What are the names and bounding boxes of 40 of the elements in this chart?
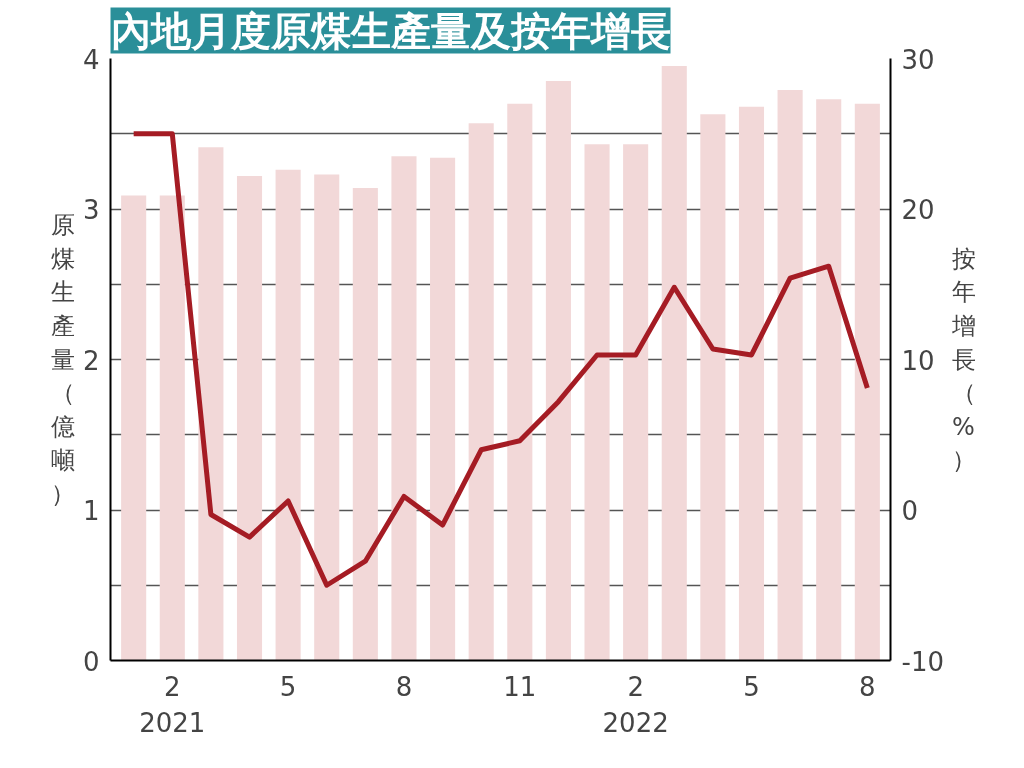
y2-tick-label: 0 (901, 496, 919, 526)
x-tick-label: 8 (395, 671, 413, 702)
bar (854, 103, 880, 661)
x-tick-label: 2 2022 (602, 671, 669, 738)
y2-axis-title: 按年增長（%） (950, 244, 976, 475)
x-tick-label: 11 (503, 671, 537, 702)
bar (198, 147, 224, 661)
bar (121, 195, 147, 661)
bar (777, 90, 803, 661)
bar (623, 144, 649, 661)
bar (545, 81, 571, 661)
bar (507, 103, 533, 661)
x-tick-label: 8 (859, 671, 876, 702)
bar (352, 187, 378, 661)
y-tick-label: 0 (82, 646, 100, 677)
bar (468, 123, 494, 661)
bar (738, 106, 765, 661)
bar (430, 157, 456, 661)
chart-title: 內地月度原煤生產量及按年增長 (110, 7, 671, 54)
y-tick-label: 3 (82, 195, 100, 225)
bar (700, 114, 726, 661)
y-tick-label: 4 (82, 44, 100, 75)
bar (314, 174, 340, 661)
bar (159, 195, 185, 661)
y2-tick-label: 30 (901, 44, 935, 75)
y2-tick-label: -10 (901, 646, 944, 677)
bar (816, 99, 842, 661)
y-tick-label: 2 (82, 345, 100, 376)
y2-tick-label: 10 (901, 345, 935, 376)
y2-tick-label: 20 (901, 195, 935, 225)
x-tick-label: 5 (743, 671, 760, 702)
bar (584, 144, 610, 661)
y-tick-label: 1 (82, 496, 100, 526)
x-tick-label: 2 2021 (139, 671, 206, 738)
bar (236, 175, 263, 661)
bar (275, 169, 301, 661)
x-tick-label: 5 (279, 671, 297, 702)
bar (391, 156, 417, 661)
bar (661, 66, 687, 661)
text: 原煤生產量（億噸） (50, 211, 75, 508)
